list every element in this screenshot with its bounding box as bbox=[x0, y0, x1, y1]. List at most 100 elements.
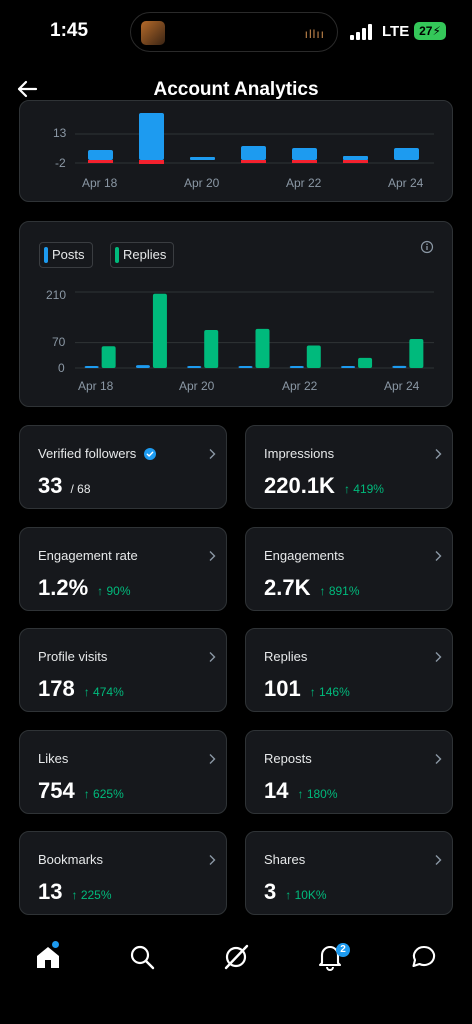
top-chart-bar-posts bbox=[343, 156, 368, 160]
messages-icon[interactable] bbox=[409, 942, 439, 972]
notifications-icon[interactable] bbox=[315, 942, 345, 972]
chart-bar-posts bbox=[392, 365, 407, 368]
chevron-right-icon bbox=[435, 449, 442, 459]
stat-value: 14 bbox=[264, 778, 289, 803]
stat-value: 101 bbox=[264, 676, 301, 701]
notifications-badge: 2 bbox=[336, 943, 350, 957]
chevron-right-icon bbox=[435, 551, 442, 561]
stat-card-engagements[interactable]: Engagements 2.7K ↑ 891% bbox=[245, 527, 453, 611]
stat-delta: ↑ 474% bbox=[83, 685, 124, 699]
page-title: Account Analytics bbox=[153, 79, 319, 100]
stat-card-profile-visits[interactable]: Profile visits 178 ↑ 474% bbox=[19, 628, 227, 712]
back-arrow-icon[interactable] bbox=[14, 76, 40, 102]
top-chart-bar-posts bbox=[292, 148, 317, 160]
stat-label: Shares bbox=[264, 852, 306, 867]
stat-value-wrap: 14 ↑ 180% bbox=[264, 778, 338, 804]
stat-card-shares[interactable]: Shares 3 ↑ 10K% bbox=[245, 831, 453, 915]
top-chart-y-tick: 13 bbox=[53, 126, 67, 140]
grok-icon[interactable] bbox=[221, 942, 251, 972]
audio-waveform-icon: ıllıı bbox=[304, 27, 325, 41]
top-chart bbox=[75, 113, 434, 164]
stat-total: / 68 bbox=[70, 482, 91, 496]
stat-value-wrap: 754 ↑ 625% bbox=[38, 778, 124, 804]
chart-bar-posts bbox=[341, 366, 356, 368]
stat-value: 178 bbox=[38, 676, 75, 701]
search-icon[interactable] bbox=[127, 942, 157, 972]
stat-delta: ↑ 419% bbox=[343, 482, 384, 496]
top-chart-bar-posts bbox=[190, 157, 215, 160]
posts-replies-chart-card: Posts Replies 210 70 0 Apr 18 Apr 20 Apr… bbox=[19, 221, 453, 407]
top-chart-bar-negative bbox=[88, 160, 113, 163]
legend-posts-button[interactable]: Posts bbox=[39, 242, 93, 268]
chevron-right-icon bbox=[209, 449, 216, 459]
chevron-right-icon bbox=[435, 754, 442, 764]
chart-bar-posts bbox=[238, 366, 253, 368]
stat-value-wrap: 101 ↑ 146% bbox=[264, 676, 350, 702]
chart-bar-posts bbox=[289, 366, 304, 368]
top-chart-x-tick: Apr 18 bbox=[82, 176, 118, 190]
stat-value: 13 bbox=[38, 879, 63, 904]
stat-delta: ↑ 90% bbox=[97, 584, 131, 598]
chart-bar-replies bbox=[255, 328, 270, 368]
chart-y-tick: 210 bbox=[46, 288, 67, 302]
top-chart-bar-posts bbox=[139, 113, 164, 160]
stat-value-wrap: 33 / 68 bbox=[38, 473, 91, 499]
stat-label: Reposts bbox=[264, 751, 312, 766]
stat-value: 3 bbox=[264, 879, 277, 904]
chart-y-tick: 70 bbox=[52, 335, 66, 349]
stat-label-wrap: Verified followers bbox=[38, 446, 156, 461]
stat-value-wrap: 220.1K ↑ 419% bbox=[264, 473, 384, 499]
legend-replies-label: Replies bbox=[123, 247, 167, 262]
top-chart-card: 13 -2 Apr 18 Apr 20 Apr 22 Apr 24 bbox=[19, 100, 453, 202]
top-chart-bar-negative bbox=[292, 160, 317, 163]
chart-bar-posts bbox=[187, 366, 202, 368]
chevron-right-icon bbox=[209, 551, 216, 561]
stat-label: Engagements bbox=[264, 548, 345, 563]
chart-bar-replies bbox=[409, 339, 424, 368]
chart-bar-replies bbox=[358, 357, 373, 368]
stat-value-wrap: 3 ↑ 10K% bbox=[264, 879, 327, 905]
chevron-right-icon bbox=[435, 855, 442, 865]
chevron-right-icon bbox=[209, 652, 216, 662]
stat-card-engagement-rate[interactable]: Engagement rate 1.2% ↑ 90% bbox=[19, 527, 227, 611]
chart-x-tick: Apr 22 bbox=[282, 379, 318, 393]
battery-level: 27 bbox=[419, 24, 433, 38]
chevron-right-icon bbox=[209, 855, 216, 865]
verified-badge-icon bbox=[143, 448, 156, 460]
chart-y-tick: 0 bbox=[58, 361, 65, 375]
posts-replies-chart bbox=[75, 291, 434, 369]
stat-label: Likes bbox=[38, 751, 69, 766]
stat-label: Bookmarks bbox=[38, 852, 104, 867]
top-chart-y-tick: -2 bbox=[55, 156, 66, 170]
chart-bar-replies bbox=[306, 345, 321, 368]
stat-card-impressions[interactable]: Impressions 220.1K ↑ 419% bbox=[245, 425, 453, 509]
stat-card-likes[interactable]: Likes 754 ↑ 625% bbox=[19, 730, 227, 814]
stat-card-verified-followers[interactable]: Verified followers 33 / 68 bbox=[19, 425, 227, 509]
top-chart-bar-posts bbox=[241, 146, 266, 160]
stat-label: Profile visits bbox=[38, 649, 108, 664]
stat-value: 754 bbox=[38, 778, 75, 803]
network-type: LTE bbox=[382, 23, 410, 40]
legend-replies-button[interactable]: Replies bbox=[110, 242, 175, 268]
stat-value-wrap: 178 ↑ 474% bbox=[38, 676, 124, 702]
chevron-right-icon bbox=[209, 754, 216, 764]
home-icon[interactable] bbox=[33, 942, 63, 972]
top-chart-x-tick: Apr 24 bbox=[388, 176, 424, 190]
chart-bar-posts bbox=[84, 366, 99, 368]
stat-delta: ↑ 891% bbox=[319, 584, 360, 598]
stat-delta: ↑ 180% bbox=[297, 787, 338, 801]
chart-bar-replies bbox=[101, 346, 116, 368]
info-icon[interactable] bbox=[420, 240, 434, 254]
stat-card-replies[interactable]: Replies 101 ↑ 146% bbox=[245, 628, 453, 712]
status-time: 1:45 bbox=[50, 20, 89, 41]
top-chart-bar-posts bbox=[88, 150, 113, 160]
stat-card-reposts[interactable]: Reposts 14 ↑ 180% bbox=[245, 730, 453, 814]
stat-delta: ↑ 225% bbox=[71, 888, 112, 902]
stat-value-wrap: 2.7K ↑ 891% bbox=[264, 575, 360, 601]
top-chart-x-tick: Apr 20 bbox=[184, 176, 220, 190]
dynamic-island[interactable]: ıllıı bbox=[130, 12, 338, 52]
stat-card-bookmarks[interactable]: Bookmarks 13 ↑ 225% bbox=[19, 831, 227, 915]
top-chart-bar-negative bbox=[343, 160, 368, 163]
top-chart-bar-posts bbox=[394, 148, 419, 160]
stat-delta: ↑ 146% bbox=[309, 685, 350, 699]
